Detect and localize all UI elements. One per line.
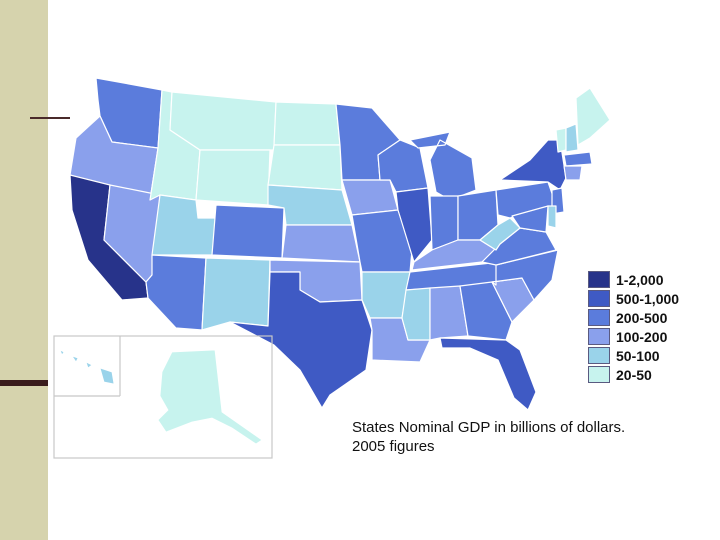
- legend-label: 500-1,000: [616, 290, 680, 307]
- legend-swatch: [588, 328, 610, 345]
- state-texas: [229, 271, 373, 409]
- legend-swatch: [588, 271, 610, 288]
- legend-label: 200-500: [616, 309, 668, 326]
- state-delaware: [547, 205, 557, 229]
- state-maine: [575, 87, 611, 146]
- slide-side-band: [0, 0, 48, 540]
- legend-item: 1-2,000: [588, 270, 698, 289]
- legend-item: 200-500: [588, 308, 698, 327]
- caption-line-2: 2005 figures: [352, 438, 435, 455]
- state-illinois: [395, 187, 433, 263]
- state-new-york: [499, 139, 567, 191]
- state-florida: [439, 337, 537, 411]
- state-iowa: [341, 179, 399, 216]
- legend-item: 50-100: [588, 346, 698, 365]
- map-caption: States Nominal GDP in billions of dollar…: [352, 418, 682, 456]
- legend-label: 50-100: [616, 347, 660, 364]
- map-legend: 1-2,000 500-1,000 200-500 100-200 50-100 20-5…: [588, 270, 698, 384]
- inset-box: [53, 335, 273, 459]
- state-vermont: [555, 127, 567, 153]
- state-montana: [169, 91, 277, 151]
- state-wyoming: [195, 149, 271, 206]
- legend-item: 20-50: [588, 365, 698, 384]
- legend-swatch: [588, 290, 610, 307]
- state-north-carolina: [491, 249, 559, 301]
- state-new-mexico: [201, 257, 271, 331]
- legend-label: 100-200: [616, 328, 668, 345]
- state-colorado: [211, 204, 285, 259]
- legend-swatch: [588, 366, 610, 383]
- state-alabama: [429, 285, 469, 341]
- state-utah: [151, 194, 217, 256]
- state-alaska: [157, 349, 263, 445]
- state-new-hampshire: [565, 123, 579, 153]
- state-massachusetts: [563, 151, 593, 167]
- state-arizona: [145, 254, 207, 331]
- state-kansas: [281, 224, 361, 263]
- state-hawaii: [59, 349, 115, 385]
- legend-item: 100-200: [588, 327, 698, 346]
- state-mississippi: [401, 287, 431, 341]
- state-connecticut: [563, 165, 583, 181]
- state-north-dakota: [273, 101, 341, 146]
- legend-swatch: [588, 347, 610, 364]
- legend-label: 1-2,000: [616, 271, 664, 288]
- state-maryland: [511, 205, 549, 233]
- legend-label: 20-50: [616, 366, 652, 383]
- state-south-dakota: [267, 144, 343, 191]
- legend-swatch: [588, 309, 610, 326]
- slide-accent-line: [30, 117, 70, 119]
- caption-line-1: States Nominal GDP in billions of dollar…: [352, 419, 626, 436]
- legend-item: 500-1,000: [588, 289, 698, 308]
- slide-accent-bar: [0, 380, 48, 386]
